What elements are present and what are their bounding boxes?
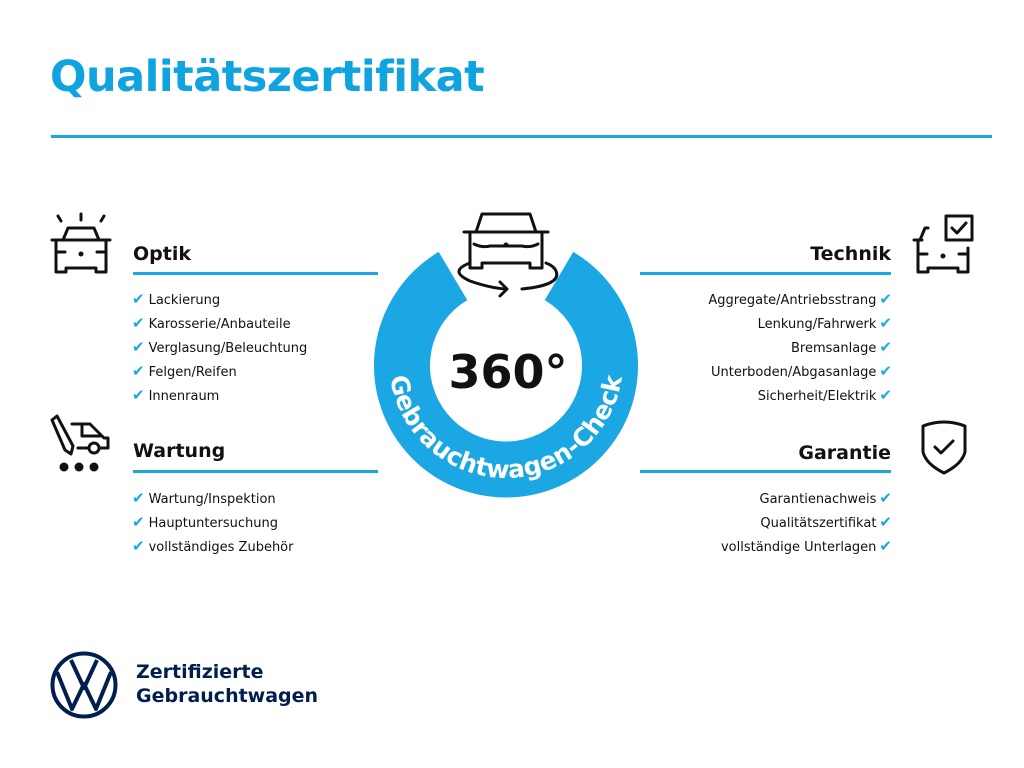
garantie-heading: Garantie bbox=[798, 442, 891, 464]
check-icon: ✔ bbox=[132, 513, 145, 531]
check-icon: ✔ bbox=[879, 290, 892, 308]
list-item: ✔ Lackierung bbox=[132, 290, 221, 308]
list-item: ✔ Karosserie/Anbauteile bbox=[132, 314, 291, 332]
check-icon: ✔ bbox=[132, 290, 145, 308]
badge-number: 360° bbox=[448, 345, 567, 399]
brand-name: Zertifizierte Gebrauchtwagen bbox=[136, 660, 318, 708]
car-rotate-icon bbox=[457, 212, 559, 298]
garantie-divider bbox=[640, 470, 891, 473]
list-item: Qualitätszertifikat ✔ bbox=[760, 513, 892, 531]
check-icon: ✔ bbox=[879, 513, 892, 531]
check-icon: ✔ bbox=[132, 362, 145, 380]
check-icon: ✔ bbox=[132, 489, 145, 507]
check-icon: ✔ bbox=[879, 314, 892, 332]
list-item: Sicherheit/Elektrik ✔ bbox=[757, 386, 892, 404]
vw-logo bbox=[50, 651, 118, 719]
list-item: Unterboden/Abgasanlage ✔ bbox=[710, 362, 892, 380]
wartung-heading: Wartung bbox=[133, 440, 226, 462]
brand-line-1: Zertifizierte bbox=[136, 661, 264, 683]
list-item: ✔ Felgen/Reifen bbox=[132, 362, 237, 380]
car-checkbox-icon bbox=[912, 214, 974, 274]
360-check-badge: Gebrauchtwagen-Check 360° bbox=[374, 212, 638, 498]
check-icon: ✔ bbox=[879, 386, 892, 404]
check-icon: ✔ bbox=[132, 386, 145, 404]
wartung-divider bbox=[133, 470, 378, 473]
check-icon: ✔ bbox=[879, 537, 892, 555]
list-item: Lenkung/Fahrwerk ✔ bbox=[757, 314, 892, 332]
technik-list: Aggregate/Antriebsstrang ✔ Lenkung/Fahrwe… bbox=[708, 287, 892, 407]
optik-heading: Optik bbox=[133, 243, 191, 265]
optik-divider bbox=[133, 272, 378, 275]
technik-divider bbox=[640, 272, 891, 275]
car-lights-icon bbox=[50, 212, 112, 274]
wartung-list: ✔ Wartung/Inspektion ✔ Hauptuntersuchung ✔… bbox=[132, 486, 293, 558]
check-icon: ✔ bbox=[132, 537, 145, 555]
check-icon: ✔ bbox=[879, 338, 892, 356]
list-item: Bremsanlage ✔ bbox=[790, 338, 892, 356]
list-item: ✔ vollständiges Zubehör bbox=[132, 537, 294, 555]
list-item: Garantienachweis ✔ bbox=[759, 489, 892, 507]
check-icon: ✔ bbox=[879, 489, 892, 507]
check-icon: ✔ bbox=[879, 362, 892, 380]
check-icon: ✔ bbox=[132, 338, 145, 356]
list-item: vollständige Unterlagen ✔ bbox=[720, 537, 892, 555]
optik-list: ✔ Lackierung ✔ Karosserie/Anbauteile ✔ Verg… bbox=[132, 287, 307, 407]
list-item: ✔ Verglasung/Beleuchtung bbox=[132, 338, 308, 356]
page-title: Qualitätszertifikat bbox=[50, 52, 485, 102]
badge-ring bbox=[374, 251, 638, 498]
list-item: ✔ Wartung/Inspektion bbox=[132, 489, 276, 507]
check-icon: ✔ bbox=[132, 314, 145, 332]
garantie-list: Garantienachweis ✔ Qualitätszertifikat ✔ v… bbox=[721, 486, 892, 558]
list-item: Aggregate/Antriebsstrang ✔ bbox=[708, 290, 892, 308]
list-item: ✔ Hauptuntersuchung bbox=[132, 513, 278, 531]
van-wrench-icon bbox=[50, 414, 110, 472]
list-item: ✔ Innenraum bbox=[132, 386, 220, 404]
brand-line-2: Gebrauchtwagen bbox=[136, 685, 319, 707]
title-divider bbox=[51, 135, 992, 138]
technik-heading: Technik bbox=[810, 243, 891, 265]
shield-check-icon bbox=[921, 420, 967, 475]
